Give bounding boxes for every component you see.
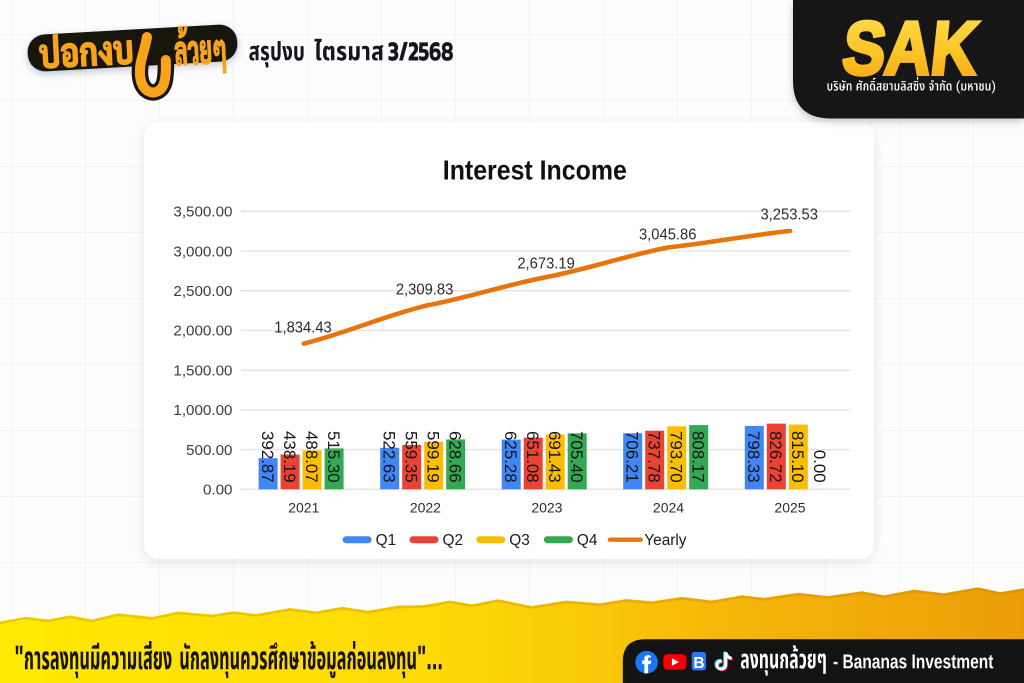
- svg-text:1,500.00: 1,500.00: [173, 363, 232, 380]
- svg-text:2022: 2022: [410, 499, 441, 515]
- svg-text:500.00: 500.00: [186, 442, 232, 459]
- svg-text:2,309.83: 2,309.83: [396, 281, 454, 298]
- svg-text:2025: 2025: [774, 499, 805, 515]
- svg-text:625.28: 625.28: [501, 431, 520, 483]
- svg-text:Q1: Q1: [376, 532, 397, 549]
- svg-text:826.72: 826.72: [766, 431, 785, 483]
- svg-text:628.66: 628.66: [446, 431, 465, 483]
- svg-text:3,000.00: 3,000.00: [173, 243, 232, 260]
- svg-text:2,500.00: 2,500.00: [173, 283, 232, 300]
- svg-text:Q4: Q4: [577, 532, 598, 549]
- svg-text:559.35: 559.35: [402, 431, 421, 483]
- svg-text:651.08: 651.08: [523, 431, 542, 483]
- svg-text:Interest Income: Interest Income: [443, 154, 627, 185]
- svg-text:737.78: 737.78: [645, 431, 664, 483]
- svg-text:3,500.00: 3,500.00: [173, 204, 232, 221]
- svg-text:1,834.43: 1,834.43: [274, 320, 332, 337]
- svg-text:2024: 2024: [653, 499, 684, 515]
- svg-text:SAK: SAK: [839, 6, 982, 90]
- svg-text:0.00: 0.00: [810, 450, 829, 483]
- svg-text:B: B: [693, 655, 704, 672]
- svg-text:808.17: 808.17: [689, 431, 708, 483]
- svg-text:488.07: 488.07: [302, 431, 321, 483]
- svg-text:515.30: 515.30: [324, 431, 343, 483]
- svg-text:3,045.86: 3,045.86: [639, 226, 697, 243]
- svg-text:1,000.00: 1,000.00: [173, 402, 232, 419]
- svg-text:3,253.53: 3,253.53: [760, 207, 818, 224]
- svg-text:793.70: 793.70: [667, 431, 686, 483]
- svg-text:2021: 2021: [288, 499, 319, 515]
- svg-text:0.00: 0.00: [203, 482, 233, 499]
- svg-text:522.63: 522.63: [380, 431, 399, 483]
- svg-text:815.10: 815.10: [788, 431, 807, 483]
- svg-text:706.21: 706.21: [623, 431, 642, 483]
- svg-text:691.43: 691.43: [545, 431, 564, 483]
- svg-text:438.19: 438.19: [280, 431, 299, 483]
- svg-text:392.87: 392.87: [258, 431, 277, 483]
- svg-text:Yearly: Yearly: [644, 532, 687, 549]
- svg-text:Q3: Q3: [509, 532, 530, 549]
- svg-text:705.40: 705.40: [567, 431, 586, 483]
- svg-text:798.33: 798.33: [744, 431, 763, 483]
- svg-text:Q2: Q2: [443, 532, 464, 549]
- svg-text:2,000.00: 2,000.00: [173, 323, 232, 340]
- svg-text:2023: 2023: [531, 499, 562, 515]
- svg-text:599.19: 599.19: [424, 431, 443, 483]
- svg-text:2,673.19: 2,673.19: [517, 256, 575, 273]
